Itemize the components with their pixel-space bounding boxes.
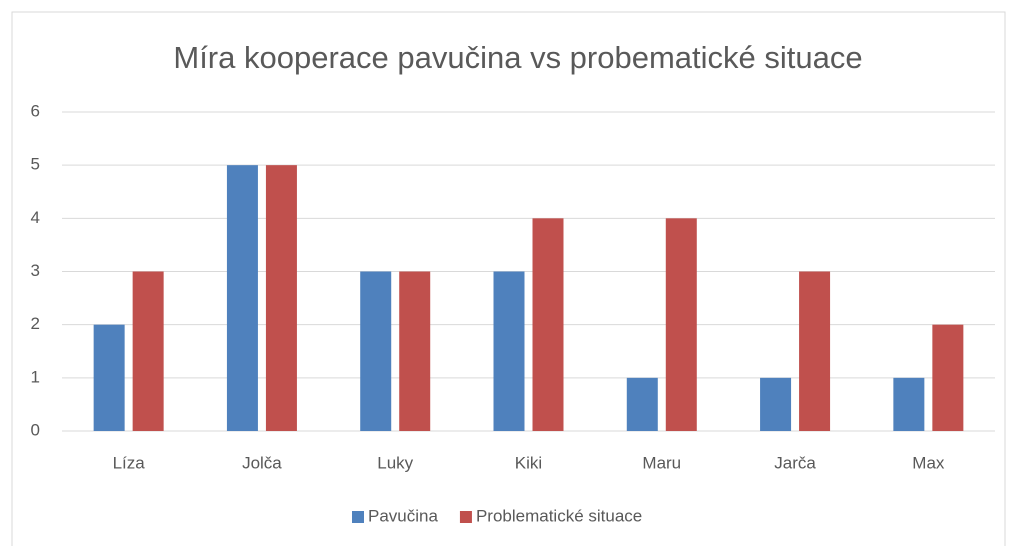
y-tick-label: 6 bbox=[31, 101, 40, 120]
bar bbox=[226, 165, 258, 431]
legend-swatch bbox=[459, 511, 472, 523]
x-tick-label: Líza bbox=[113, 453, 146, 472]
bar bbox=[399, 271, 431, 431]
bar bbox=[265, 165, 297, 431]
bar bbox=[360, 271, 392, 431]
y-tick-label: 2 bbox=[31, 314, 40, 333]
chart-title: Míra kooperace pavučina vs probematické … bbox=[173, 40, 862, 75]
y-tick-label: 4 bbox=[31, 208, 40, 227]
x-tick-label: Jolča bbox=[242, 453, 282, 472]
legend-label: Pavučina bbox=[368, 506, 438, 525]
y-tick-label: 1 bbox=[31, 367, 40, 386]
x-tick-label: Kiki bbox=[515, 453, 542, 472]
y-tick-label: 5 bbox=[31, 155, 40, 174]
legend-swatch bbox=[352, 511, 364, 523]
bar bbox=[760, 377, 792, 431]
bar bbox=[932, 324, 964, 431]
bar bbox=[665, 218, 697, 431]
bar bbox=[93, 324, 125, 431]
bar bbox=[532, 218, 564, 431]
x-tick-label: Max bbox=[912, 453, 945, 472]
bar bbox=[893, 377, 925, 431]
bar bbox=[493, 271, 525, 431]
bar bbox=[132, 271, 164, 431]
y-tick-label: 3 bbox=[31, 261, 40, 280]
bar bbox=[626, 377, 658, 431]
bar bbox=[799, 271, 831, 431]
x-tick-label: Jarča bbox=[774, 453, 816, 472]
x-tick-label: Maru bbox=[642, 453, 681, 472]
y-tick-label: 0 bbox=[31, 420, 40, 439]
legend-label: Problematické situace bbox=[476, 506, 642, 525]
x-tick-label: Luky bbox=[377, 453, 413, 472]
